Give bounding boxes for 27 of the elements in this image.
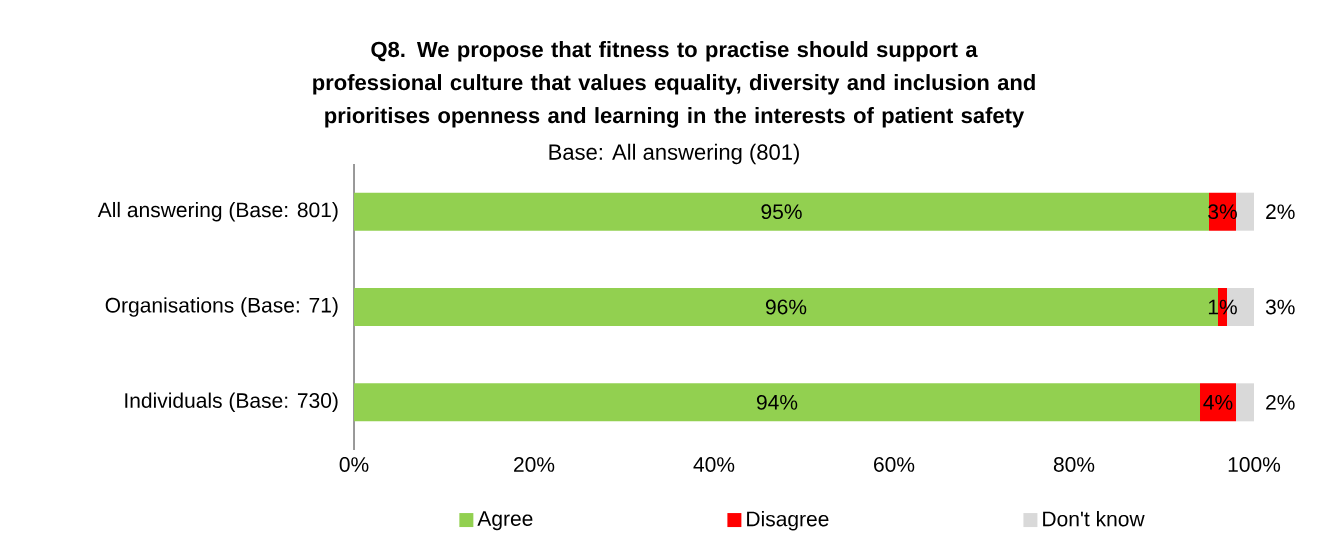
data-label: 1%: [1208, 299, 1237, 315]
data-label: 95%: [761, 204, 802, 220]
x-tick-label: 0%: [339, 457, 369, 472]
x-tick-label: 80%: [1053, 457, 1095, 472]
data-label: 2%: [1266, 204, 1295, 220]
x-tick-label: 100%: [1228, 457, 1281, 472]
chart-subtitle: Base: All answering (801): [549, 143, 799, 165]
legend-label: Disagree: [747, 510, 829, 531]
legend-label: Don't know: [1043, 510, 1145, 527]
data-label: 94%: [756, 394, 798, 410]
bar: [1236, 192, 1254, 231]
data-label: 2%: [1266, 394, 1295, 410]
data-label: 4%: [1203, 394, 1233, 410]
y-tick-label: Organisations (Base: 71): [105, 297, 338, 317]
bar: [1200, 383, 1237, 422]
bar: [354, 383, 1201, 422]
y-tick-label: All answering (Base: 801): [97, 201, 338, 222]
bar: [354, 192, 1210, 231]
x-tick-label: 40%: [693, 457, 735, 472]
x-tick-label: 20%: [514, 457, 555, 472]
data-label: 3%: [1265, 299, 1295, 315]
data-label: 96%: [765, 299, 807, 315]
x-tick-label: 60%: [874, 457, 915, 472]
chart-title: Q8. We propose that fitness to practise should support a professional culture that values equality, diversity and inclusion and prioritises openness and learning in the interests of patient safety: [313, 41, 1035, 128]
y-tick-label: Individuals (Base: 730): [125, 392, 338, 413]
legend-label: Agree: [477, 511, 533, 531]
bar: [1236, 383, 1254, 422]
